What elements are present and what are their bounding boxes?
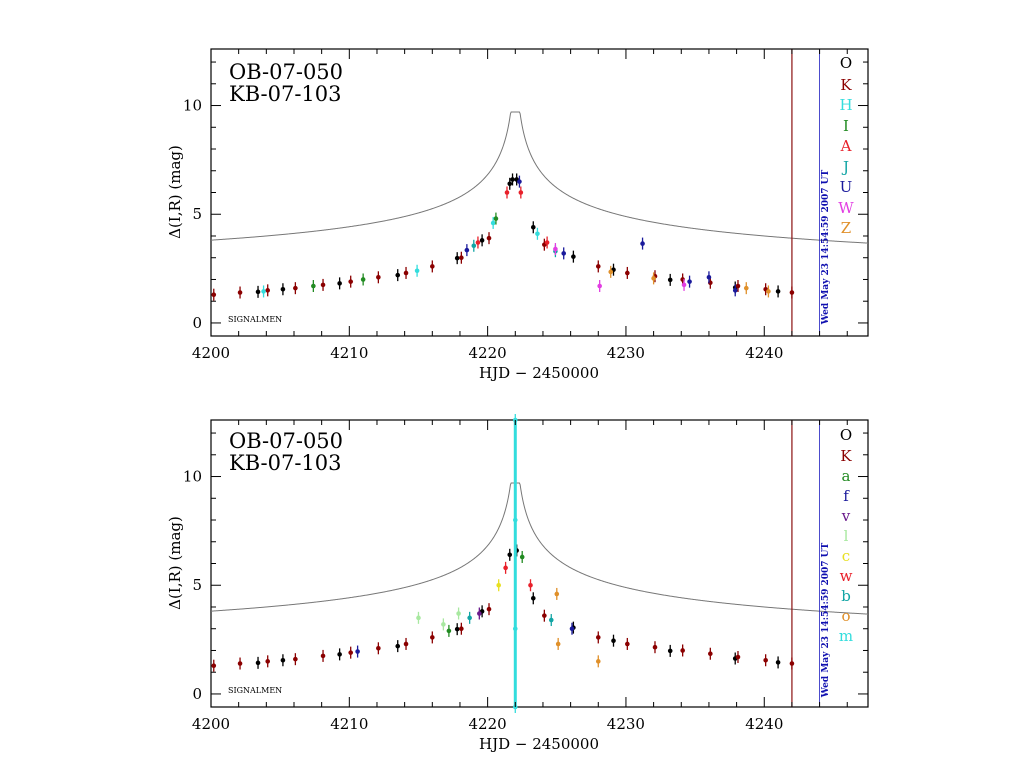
- legend-entry: K: [840, 76, 852, 94]
- event-label-kb: KB-07-103: [229, 451, 342, 475]
- axis-ticks: [210, 420, 868, 707]
- legend-entry: b: [841, 587, 851, 605]
- x-tick-label: 4240: [745, 715, 783, 733]
- legend-entry: l: [844, 527, 849, 545]
- event-label-ogle: OB-07-050: [229, 429, 343, 453]
- model-light-curve: [210, 482, 869, 615]
- legend-entry: U: [840, 178, 853, 196]
- legend-entry: f: [843, 487, 850, 505]
- legend-entry: m: [839, 627, 853, 645]
- legend-entry: W: [838, 199, 854, 217]
- timestamp: Wed May 23 14:54:59 2007 UT: [821, 169, 831, 325]
- x-axis-label: HJD − 2450000: [479, 735, 599, 753]
- y-tick-label: 0: [192, 314, 202, 332]
- y-tick-labels: 0 5 10: [183, 97, 202, 333]
- legend-entry: K: [840, 447, 852, 465]
- y-axis-label: Δ(I,R) (mag): [166, 516, 184, 610]
- legend-entry: o: [841, 607, 850, 625]
- legend: O K a f v l c w b o m: [839, 426, 853, 645]
- y-axis-label: Δ(I,R) (mag): [166, 145, 184, 239]
- legend: O K H I A J U W Z: [838, 54, 854, 237]
- model-light-curve-group: [210, 482, 869, 615]
- signalmen-footer: SIGNALMEN: [228, 315, 282, 324]
- x-tick-label: 4230: [607, 344, 645, 362]
- y-tick-label: 10: [183, 97, 202, 115]
- plot-frame: [210, 48, 869, 337]
- data-points-group: [211, 173, 795, 301]
- y-tick-label: 10: [183, 468, 202, 486]
- x-tick-labels: 4200 4210 4220 4230 4240: [192, 715, 783, 733]
- x-tick-labels: 4200 4210 4220 4230 4240: [192, 344, 783, 362]
- axis-ticks: [210, 49, 868, 336]
- x-tick-label: 4220: [469, 715, 507, 733]
- legend-entry: a: [842, 467, 851, 485]
- x-axis-label: HJD − 2450000: [479, 364, 599, 382]
- legend-entry: O: [840, 426, 852, 444]
- bottom-panel: 4200 4210 4220 4230 4240 0 5 10 HJD − 24…: [166, 414, 869, 753]
- x-tick-label: 4200: [192, 715, 230, 733]
- y-tick-label: 5: [192, 205, 202, 223]
- data-points-group: [211, 414, 795, 713]
- legend-entry: Z: [841, 219, 851, 237]
- legend-entry: J: [841, 158, 849, 176]
- y-tick-label: 5: [192, 576, 202, 594]
- legend-entry: I: [843, 117, 849, 135]
- legend-entry: A: [840, 137, 852, 155]
- x-tick-label: 4240: [745, 344, 783, 362]
- x-tick-label: 4210: [330, 715, 368, 733]
- y-tick-label: 0: [192, 685, 202, 703]
- y-tick-labels: 0 5 10: [183, 468, 202, 704]
- plot-frame: [210, 419, 869, 708]
- model-light-curve-group: [210, 111, 869, 244]
- x-tick-label: 4220: [469, 344, 507, 362]
- legend-entry: O: [840, 54, 852, 72]
- x-tick-label: 4230: [607, 715, 645, 733]
- legend-entry: v: [841, 507, 851, 525]
- legend-entry: w: [840, 567, 853, 585]
- model-light-curve: [210, 111, 869, 244]
- x-tick-label: 4200: [192, 344, 230, 362]
- top-panel: 4200 4210 4220 4230 4240 0 5 10 HJD − 24…: [166, 48, 869, 382]
- legend-entry: c: [842, 547, 850, 565]
- timestamp: Wed May 23 14:54:59 2007 UT: [821, 542, 831, 698]
- x-tick-label: 4210: [330, 344, 368, 362]
- event-label-kb: KB-07-103: [229, 82, 342, 106]
- event-label-ogle: OB-07-050: [229, 60, 343, 84]
- legend-entry: H: [839, 96, 852, 114]
- signalmen-footer: SIGNALMEN: [228, 686, 282, 695]
